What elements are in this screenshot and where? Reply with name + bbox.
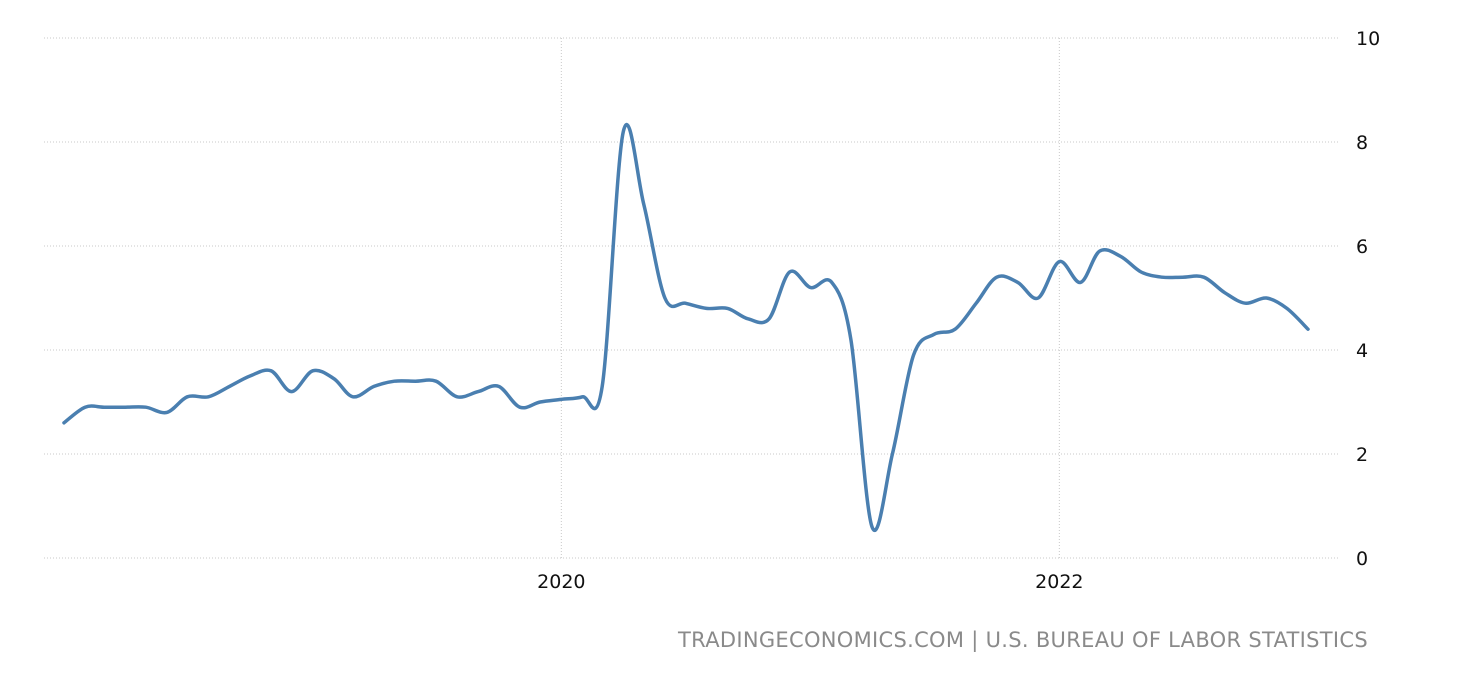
- series-layer: [62, 122, 1310, 532]
- y-tick-label: 0: [1356, 548, 1368, 570]
- x-tick-label: 2022: [1035, 571, 1083, 593]
- grid-lines: [44, 37, 1340, 559]
- y-tick-label: 2: [1356, 444, 1368, 466]
- source-credit: TRADINGECONOMICS.COM | U.S. BUREAU OF LA…: [678, 628, 1368, 652]
- series-line: [62, 122, 1310, 532]
- y-tick-label: 10: [1356, 28, 1380, 50]
- x-tick-label: 2020: [537, 571, 585, 593]
- y-tick-label: 4: [1356, 340, 1368, 362]
- y-tick-label: 6: [1356, 236, 1368, 258]
- y-tick-label: 8: [1356, 132, 1368, 154]
- axis-labels: 0 2 4 6 8 10 2020 2022: [537, 28, 1380, 593]
